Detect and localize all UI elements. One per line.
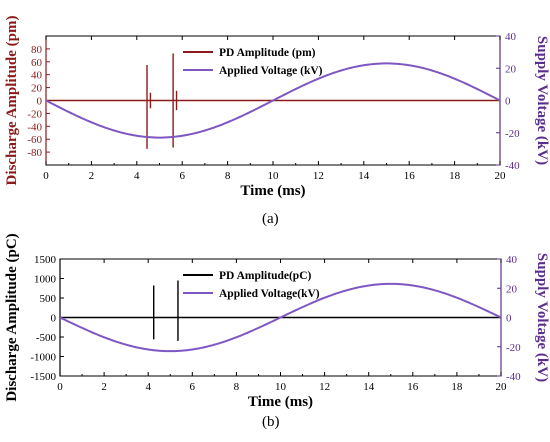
x-tick-label: 4 — [134, 170, 140, 182]
y-right-axis-label: Supply Voltage (kV) — [534, 36, 550, 165]
y-left-tick-label: 20 — [31, 83, 43, 95]
x-axis-label: Time (ms) — [248, 394, 313, 410]
x-tick-label: 20 — [496, 381, 508, 393]
y-right-tick-label: -40 — [506, 371, 521, 383]
x-tick-label: 10 — [268, 170, 280, 182]
x-tick-label: 12 — [313, 170, 324, 182]
legend: PD Amplitude (pm) Applied Voltage (kV) — [183, 47, 323, 77]
x-tick-label: 2 — [89, 170, 95, 182]
y-left-tick-label: -1000 — [30, 352, 56, 364]
voltage-curve — [45, 62, 501, 139]
chart-panel-0: 0 2 4 6 8 10 12 14 16 18 20-80-60-40-20020406080-4… — [4, 16, 550, 200]
x-tick-label: 14 — [358, 170, 370, 182]
x-tick-label: 16 — [407, 381, 419, 393]
y-left-tick-label: 40 — [31, 70, 43, 82]
y-right-axis-label: Supply Voltage (kV) — [534, 253, 550, 382]
y-left-tick-label: -1500 — [30, 371, 56, 383]
y-left-axis-label: Discharge Amplitude (pC) — [4, 233, 20, 401]
x-axis-label: Time (ms) — [240, 183, 305, 199]
caption-b: (b) — [262, 414, 280, 430]
y-right-tick-label: 40 — [506, 254, 518, 266]
legend-label: PD Amplitude(pC) — [219, 270, 311, 282]
y-left-tick-label: -60 — [27, 134, 42, 146]
x-tick-label: 12 — [319, 381, 330, 393]
y-right-tick-label: 0 — [506, 313, 512, 325]
x-tick-label: 8 — [225, 170, 231, 182]
y-left-tick-label: 0 — [37, 96, 43, 108]
y-left-tick-label: -80 — [27, 147, 42, 159]
y-left-tick-label: 500 — [40, 293, 57, 305]
y-left-tick-label: 1000 — [34, 274, 57, 286]
x-tick-label: 20 — [495, 170, 507, 182]
x-tick-label: 6 — [190, 381, 196, 393]
y-left-tick-label: -500 — [36, 332, 57, 344]
y-right-tick-label: -20 — [505, 128, 520, 140]
y-right-tick-label: 0 — [505, 96, 511, 108]
x-tick-label: 2 — [101, 381, 107, 393]
legend-label: PD Amplitude (pm) — [219, 47, 316, 59]
legend-label: Applied Voltage(kV) — [219, 288, 320, 300]
x-tick-label: 4 — [145, 381, 151, 393]
legend: PD Amplitude(pC) Applied Voltage(kV) — [183, 270, 320, 300]
y-left-tick-label: -20 — [27, 108, 42, 120]
y-right-tick-label: -40 — [505, 160, 520, 172]
voltage-curve — [59, 282, 502, 353]
x-tick-label: 10 — [275, 381, 287, 393]
y-left-tick-label: -40 — [27, 121, 42, 133]
y-right-tick-label: -20 — [506, 342, 521, 354]
x-tick-label: 6 — [179, 170, 185, 182]
x-tick-label: 18 — [449, 170, 461, 182]
x-tick-label: 0 — [43, 170, 49, 182]
y-left-tick-label: 80 — [31, 44, 43, 56]
x-tick-label: 14 — [363, 381, 375, 393]
y-left-tick-label: 60 — [31, 57, 43, 69]
x-tick-label: 18 — [451, 381, 463, 393]
x-tick-label: 16 — [404, 170, 416, 182]
y-left-tick-label: 1500 — [34, 254, 57, 266]
y-left-tick-label: 0 — [51, 313, 57, 325]
y-left-axis-label: Discharge Amplitude (pm) — [4, 16, 20, 186]
chart-panel-1: 0 2 4 6 8 10 12 14 16 18 20 -1500 -1000 -500 0 500 1000 1… — [4, 233, 550, 410]
legend-label: Applied Voltage (kV) — [219, 65, 323, 77]
x-tick-label: 0 — [57, 381, 63, 393]
y-right-tick-label: 40 — [505, 31, 517, 43]
y-right-tick-label: 20 — [505, 63, 517, 75]
y-right-tick-label: 20 — [506, 283, 518, 295]
caption-a: (a) — [262, 211, 279, 227]
x-tick-label: 8 — [234, 381, 240, 393]
